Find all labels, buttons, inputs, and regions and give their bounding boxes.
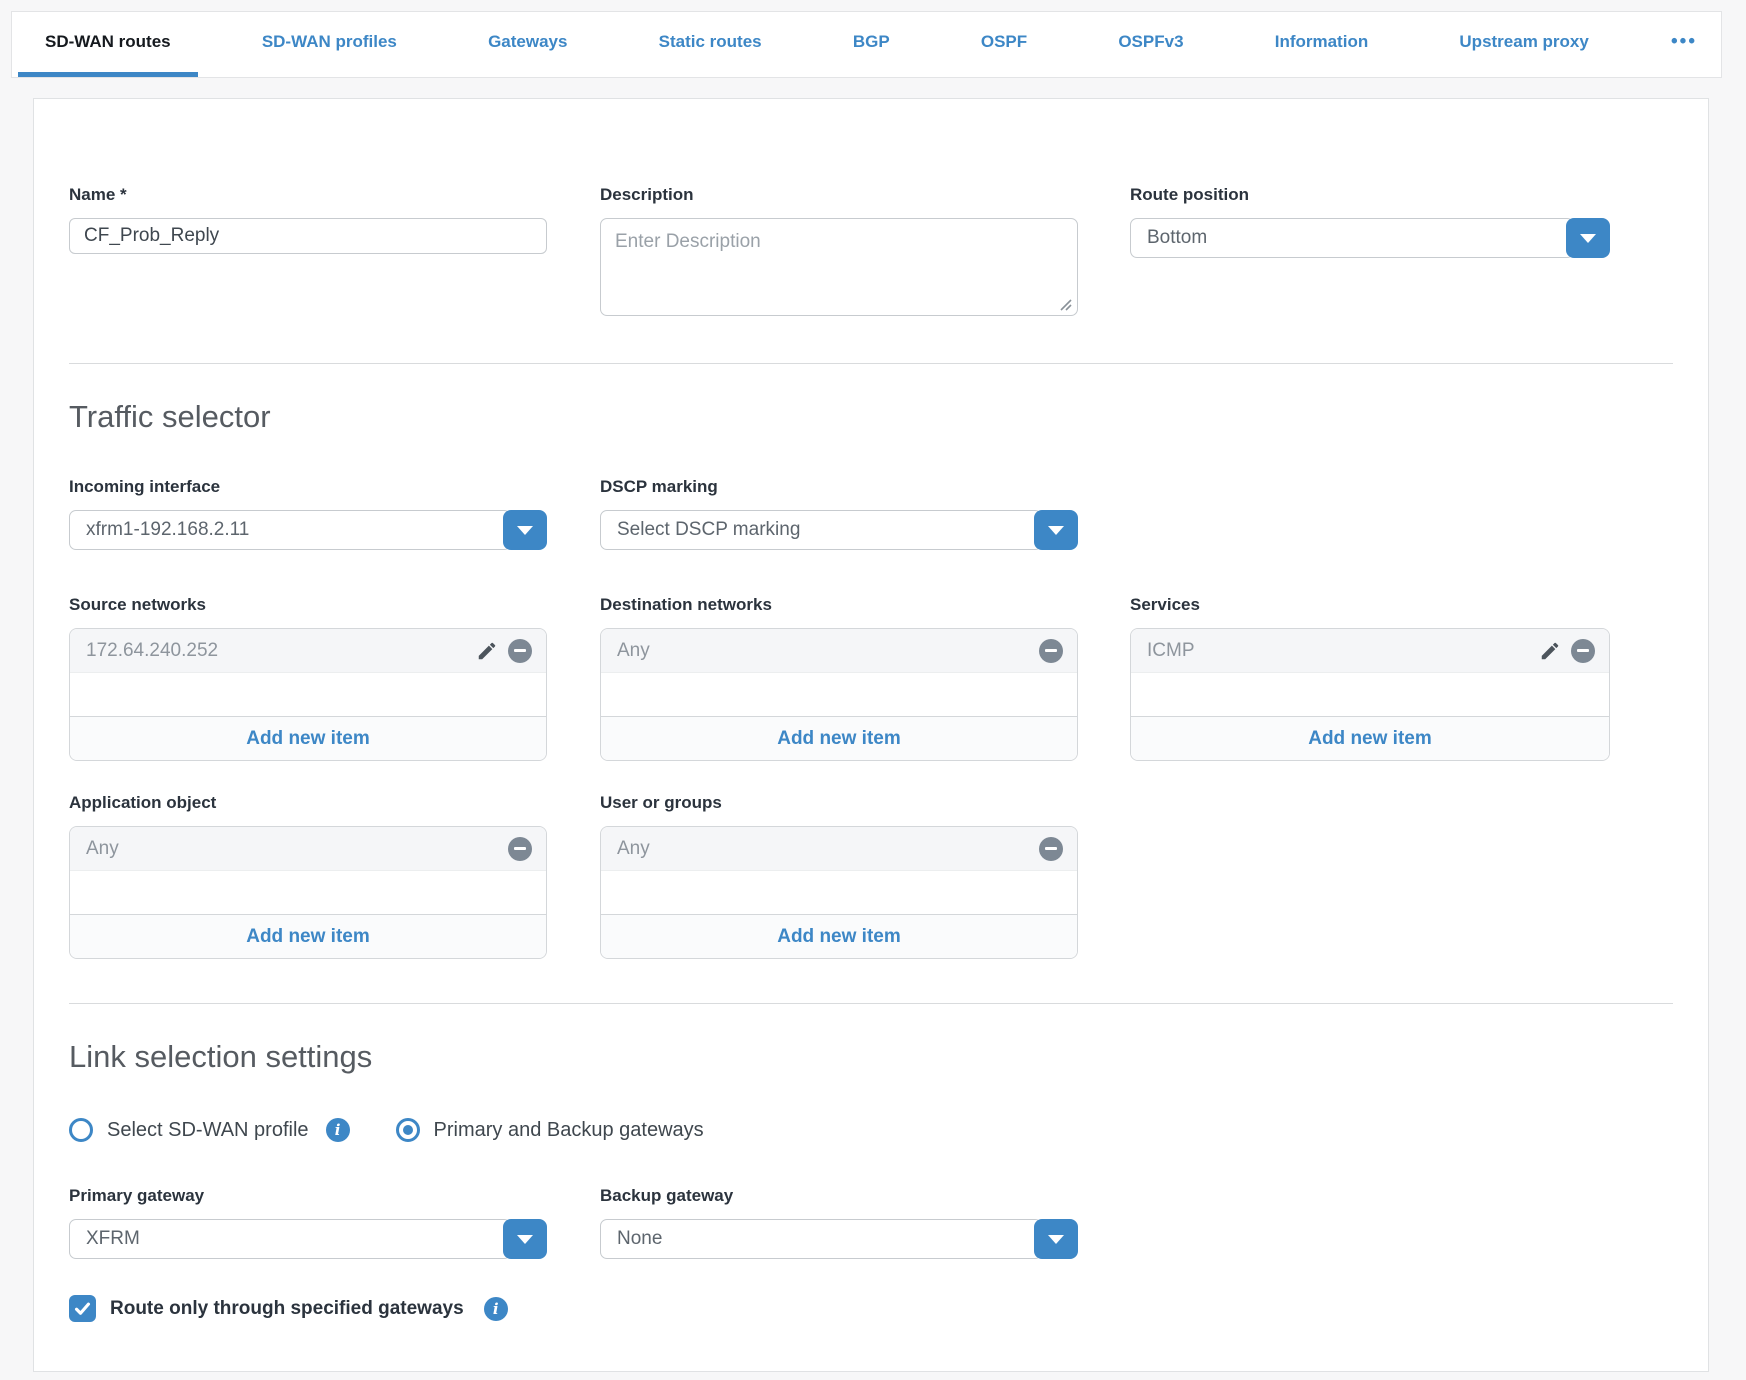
name-label: Name * xyxy=(69,185,127,204)
tab-more-ellipsis-icon[interactable]: ••• xyxy=(1671,31,1697,52)
incoming-interface-label: Incoming interface xyxy=(69,477,221,496)
edit-icon[interactable] xyxy=(476,640,498,662)
primary-gateway-select[interactable]: XFRM xyxy=(69,1219,547,1259)
list-item: Any xyxy=(70,827,546,871)
remove-icon[interactable] xyxy=(1039,638,1063,663)
dscp-marking-label: DSCP marking xyxy=(600,477,718,496)
description-label: Description xyxy=(600,185,694,204)
application-object-box: Any Add new item xyxy=(69,826,547,959)
add-new-item-button[interactable]: Add new item xyxy=(70,716,546,760)
route-position-value: Bottom xyxy=(1130,218,1574,258)
services-box: ICMP Add new item xyxy=(1130,628,1610,761)
list-item-text: Any xyxy=(617,639,650,661)
incoming-interface-select[interactable]: xfrm1-192.168.2.11 xyxy=(69,510,547,550)
list-item-text: Any xyxy=(617,837,650,859)
add-new-item-button[interactable]: Add new item xyxy=(1131,716,1609,760)
route-position-label: Route position xyxy=(1130,185,1249,204)
listbox-spacer xyxy=(1131,673,1609,716)
add-new-item-button[interactable]: Add new item xyxy=(70,914,546,958)
dscp-marking-select[interactable]: Select DSCP marking xyxy=(600,510,1078,550)
tab-static-routes[interactable]: Static routes xyxy=(658,32,762,51)
source-networks-box: 172.64.240.252 Add new item xyxy=(69,628,547,761)
remove-icon[interactable] xyxy=(508,638,532,663)
tab-bar: SD-WAN routes SD-WAN profiles Gateways S… xyxy=(11,11,1722,78)
radio-group-primary-backup: Primary and Backup gateways xyxy=(395,1118,704,1142)
backup-gateway-label: Backup gateway xyxy=(600,1186,734,1205)
description-textarea[interactable] xyxy=(600,218,1078,316)
caret-down-icon[interactable] xyxy=(503,510,547,550)
tab-ospfv3[interactable]: OSPFv3 xyxy=(1118,32,1184,51)
caret-down-icon[interactable] xyxy=(1034,1219,1078,1259)
divider xyxy=(69,363,1673,364)
list-item-text: 172.64.240.252 xyxy=(86,639,219,661)
link-selection-heading: Link selection settings xyxy=(69,1039,373,1074)
remove-icon[interactable] xyxy=(1039,836,1063,861)
radio-label: Select SD-WAN profile xyxy=(107,1118,309,1141)
caret-down-icon[interactable] xyxy=(1034,510,1078,550)
tab-information[interactable]: Information xyxy=(1274,32,1369,51)
backup-gateway-value: None xyxy=(600,1219,1042,1259)
info-icon[interactable]: i xyxy=(483,1296,508,1321)
application-object-label: Application object xyxy=(69,793,217,812)
list-item: 172.64.240.252 xyxy=(70,629,546,673)
edit-icon[interactable] xyxy=(1539,640,1561,662)
list-item-text: Any xyxy=(86,837,119,859)
user-or-groups-box: Any Add new item xyxy=(600,826,1078,959)
listbox-spacer xyxy=(70,673,546,716)
sdwan-route-form-panel: Name * Description Route position Bottom… xyxy=(33,98,1709,1372)
destination-networks-label: Destination networks xyxy=(600,595,772,614)
checkmark-icon xyxy=(74,1302,91,1315)
source-networks-label: Source networks xyxy=(69,595,206,614)
radio-select-sdwan-profile[interactable] xyxy=(69,1118,93,1142)
destination-networks-box: Any Add new item xyxy=(600,628,1078,761)
route-only-label: Route only through specified gateways xyxy=(110,1297,464,1319)
tab-upstream-proxy[interactable]: Upstream proxy xyxy=(1459,32,1589,51)
tab-sdwan-profiles[interactable]: SD-WAN profiles xyxy=(261,32,397,51)
primary-gateway-label: Primary gateway xyxy=(69,1186,205,1205)
list-item: Any xyxy=(601,827,1077,871)
radio-group-sdwan-profile: Select SD-WAN profile i xyxy=(69,1118,350,1142)
listbox-spacer xyxy=(601,673,1077,716)
tab-sdwan-routes[interactable]: SD-WAN routes xyxy=(18,12,198,77)
caret-down-icon[interactable] xyxy=(1566,218,1610,258)
divider xyxy=(69,1003,1673,1004)
dscp-marking-value: Select DSCP marking xyxy=(600,510,1042,550)
remove-icon[interactable] xyxy=(1571,638,1595,663)
services-label: Services xyxy=(1130,595,1200,614)
tab-gateways[interactable]: Gateways xyxy=(488,32,568,51)
listbox-spacer xyxy=(601,871,1077,914)
name-input[interactable] xyxy=(69,218,547,254)
radio-primary-and-backup-gateways[interactable] xyxy=(395,1118,420,1142)
tab-ospf[interactable]: OSPF xyxy=(980,32,1028,51)
incoming-interface-value: xfrm1-192.168.2.11 xyxy=(69,510,511,550)
backup-gateway-select[interactable]: None xyxy=(600,1219,1078,1259)
traffic-selector-heading: Traffic selector xyxy=(69,399,271,434)
route-only-checkbox[interactable] xyxy=(69,1295,96,1322)
caret-down-icon[interactable] xyxy=(503,1219,547,1259)
remove-icon[interactable] xyxy=(508,836,532,861)
list-item: Any xyxy=(601,629,1077,673)
radio-label: Primary and Backup gateways xyxy=(433,1118,704,1141)
list-item-text: ICMP xyxy=(1147,639,1195,661)
info-icon[interactable]: i xyxy=(325,1118,350,1142)
add-new-item-button[interactable]: Add new item xyxy=(601,716,1077,760)
user-or-groups-label: User or groups xyxy=(600,793,722,812)
list-item: ICMP xyxy=(1131,629,1609,673)
add-new-item-button[interactable]: Add new item xyxy=(601,914,1077,958)
listbox-spacer xyxy=(70,871,546,914)
tab-bgp[interactable]: BGP xyxy=(852,32,890,51)
primary-gateway-value: XFRM xyxy=(69,1219,511,1259)
route-position-select[interactable]: Bottom xyxy=(1130,218,1610,258)
